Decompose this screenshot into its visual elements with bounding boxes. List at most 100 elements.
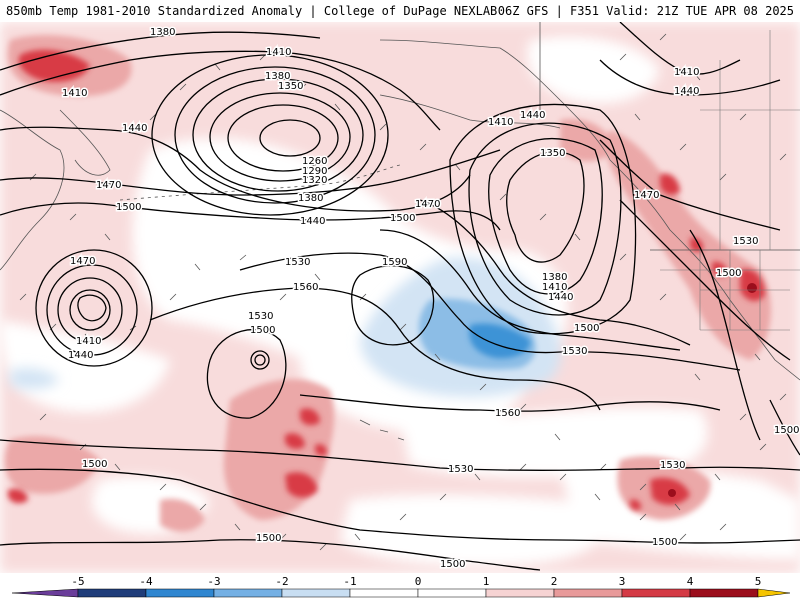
label-1440: 1440 bbox=[122, 123, 147, 134]
contour-1410-low bbox=[57, 277, 123, 343]
label-1440: 1440 bbox=[68, 350, 93, 361]
canada-lines bbox=[700, 30, 800, 250]
color-bar-ticks: -5 -4 -3 -2 -1 0 1 2 3 4 5 bbox=[71, 575, 761, 588]
color-bar-tick-label: 4 bbox=[687, 575, 694, 588]
label-1530: 1530 bbox=[660, 460, 685, 471]
coastline-asia bbox=[0, 109, 65, 271]
warm-anomaly-dark bbox=[668, 283, 757, 497]
contour-1590 bbox=[351, 265, 435, 346]
hawaii bbox=[359, 419, 405, 441]
contour-1440-w bbox=[0, 126, 471, 212]
color-bar-swatches bbox=[11, 588, 791, 598]
contour-1470-e bbox=[599, 139, 781, 231]
color-bar-swatch bbox=[349, 588, 419, 598]
contour-1440-low bbox=[46, 264, 138, 356]
label-1500: 1500 bbox=[716, 268, 741, 279]
label-1410: 1410 bbox=[674, 67, 699, 78]
contour-1350-mid bbox=[192, 78, 364, 192]
contour-1530-c bbox=[239, 252, 741, 371]
header-bar: 850mb Temp 1981-2010 Standardized Anomal… bbox=[0, 0, 800, 22]
label-1500: 1500 bbox=[390, 213, 415, 224]
label-1560: 1560 bbox=[293, 282, 318, 293]
run-info: 06Z GFS | F351 Valid: 21Z TUE APR 08 202… bbox=[497, 4, 794, 18]
color-bar-swatch bbox=[145, 588, 215, 598]
label-1500: 1500 bbox=[82, 459, 107, 470]
color-bar-tick-label: -4 bbox=[139, 575, 153, 588]
color-bar-tick-label: 2 bbox=[551, 575, 558, 588]
label-1530: 1530 bbox=[733, 236, 758, 247]
color-bar-tick-label: -3 bbox=[207, 575, 220, 588]
contour-1380-gulf bbox=[488, 138, 603, 295]
color-bar-tick-label: 0 bbox=[415, 575, 422, 588]
contour-1500-sl2 bbox=[254, 354, 266, 366]
contour-1500-c bbox=[379, 229, 681, 351]
label-1470: 1470 bbox=[415, 199, 440, 210]
label-1410: 1410 bbox=[76, 336, 101, 347]
contour-1440-ne bbox=[599, 59, 781, 96]
contour-1470-w bbox=[0, 149, 501, 196]
height-contours bbox=[0, 22, 800, 571]
label-1500: 1500 bbox=[250, 325, 275, 336]
color-bar-svg: -5 -4 -3 -2 -1 0 1 2 3 4 5 bbox=[11, 575, 791, 598]
contour-1530-s bbox=[0, 439, 800, 471]
label-1500: 1500 bbox=[116, 202, 141, 213]
label-1410: 1410 bbox=[488, 117, 513, 128]
color-bar: -5 -4 -3 -2 -1 0 1 2 3 4 5 bbox=[0, 573, 800, 600]
label-1530: 1530 bbox=[562, 346, 587, 357]
label-1440: 1440 bbox=[520, 110, 545, 121]
contour-1260-mid bbox=[259, 119, 321, 157]
contour-1380-mid bbox=[174, 66, 376, 204]
label-1260: 1260 bbox=[302, 156, 327, 167]
label-1440: 1440 bbox=[300, 216, 325, 227]
wind-barbs bbox=[19, 33, 787, 551]
us-state-lines bbox=[660, 250, 800, 331]
contour-1410-top bbox=[0, 50, 441, 131]
label-1380: 1380 bbox=[150, 27, 175, 38]
contour-1530-sl bbox=[206, 328, 287, 419]
color-bar-swatch bbox=[485, 588, 555, 598]
color-bar-tick-label: 3 bbox=[619, 575, 626, 588]
color-bar-swatch bbox=[621, 588, 691, 598]
contour-1290-mid bbox=[227, 104, 339, 172]
label-1410: 1410 bbox=[266, 47, 291, 58]
contour-1410-gulf bbox=[468, 122, 622, 316]
contour-1500-sl bbox=[250, 350, 270, 370]
contour-1560-c bbox=[149, 287, 601, 411]
label-1530: 1530 bbox=[248, 311, 273, 322]
label-1410: 1410 bbox=[542, 282, 567, 293]
label-1350: 1350 bbox=[540, 148, 565, 159]
color-bar-high-arrow bbox=[757, 588, 791, 598]
label-1590: 1590 bbox=[382, 257, 407, 268]
map-title: 850mb Temp 1981-2010 Standardized Anomal… bbox=[6, 4, 498, 18]
label-1380: 1380 bbox=[265, 71, 290, 82]
contour-1440-gulf bbox=[449, 103, 637, 335]
label-1470: 1470 bbox=[70, 256, 95, 267]
label-1380: 1380 bbox=[542, 272, 567, 283]
label-1440: 1440 bbox=[674, 86, 699, 97]
label-1530: 1530 bbox=[285, 257, 310, 268]
color-bar-tick-label: -5 bbox=[71, 575, 84, 588]
warm-anomaly-medium bbox=[4, 35, 771, 532]
contour-1500-s bbox=[0, 468, 800, 544]
color-bar-swatch bbox=[77, 588, 147, 598]
label-1500: 1500 bbox=[256, 533, 281, 544]
color-bar-swatch bbox=[553, 588, 623, 598]
contour-1560-s bbox=[299, 394, 721, 412]
contour-1500-er bbox=[769, 399, 800, 456]
anomaly-map: 1380 1410 1380 1350 1410 1440 1260 1290 … bbox=[0, 22, 800, 573]
label-1530: 1530 bbox=[448, 464, 473, 475]
contour-1470-low bbox=[35, 249, 153, 367]
color-bar-swatch bbox=[281, 588, 351, 598]
label-1500: 1500 bbox=[574, 323, 599, 334]
color-bar-swatch bbox=[689, 588, 759, 598]
contour-1380-low bbox=[69, 289, 111, 331]
contour-1380-top bbox=[0, 31, 321, 71]
contour-1410-mid bbox=[151, 54, 389, 216]
contour-1530-e bbox=[689, 229, 761, 441]
contour-1410-ne bbox=[619, 22, 741, 75]
label-1440: 1440 bbox=[548, 292, 573, 303]
color-bar-tick-label: -1 bbox=[343, 575, 356, 588]
contour-1470-c bbox=[419, 199, 691, 346]
contour-labels: 1380 1410 1380 1350 1410 1440 1260 1290 … bbox=[61, 26, 800, 572]
